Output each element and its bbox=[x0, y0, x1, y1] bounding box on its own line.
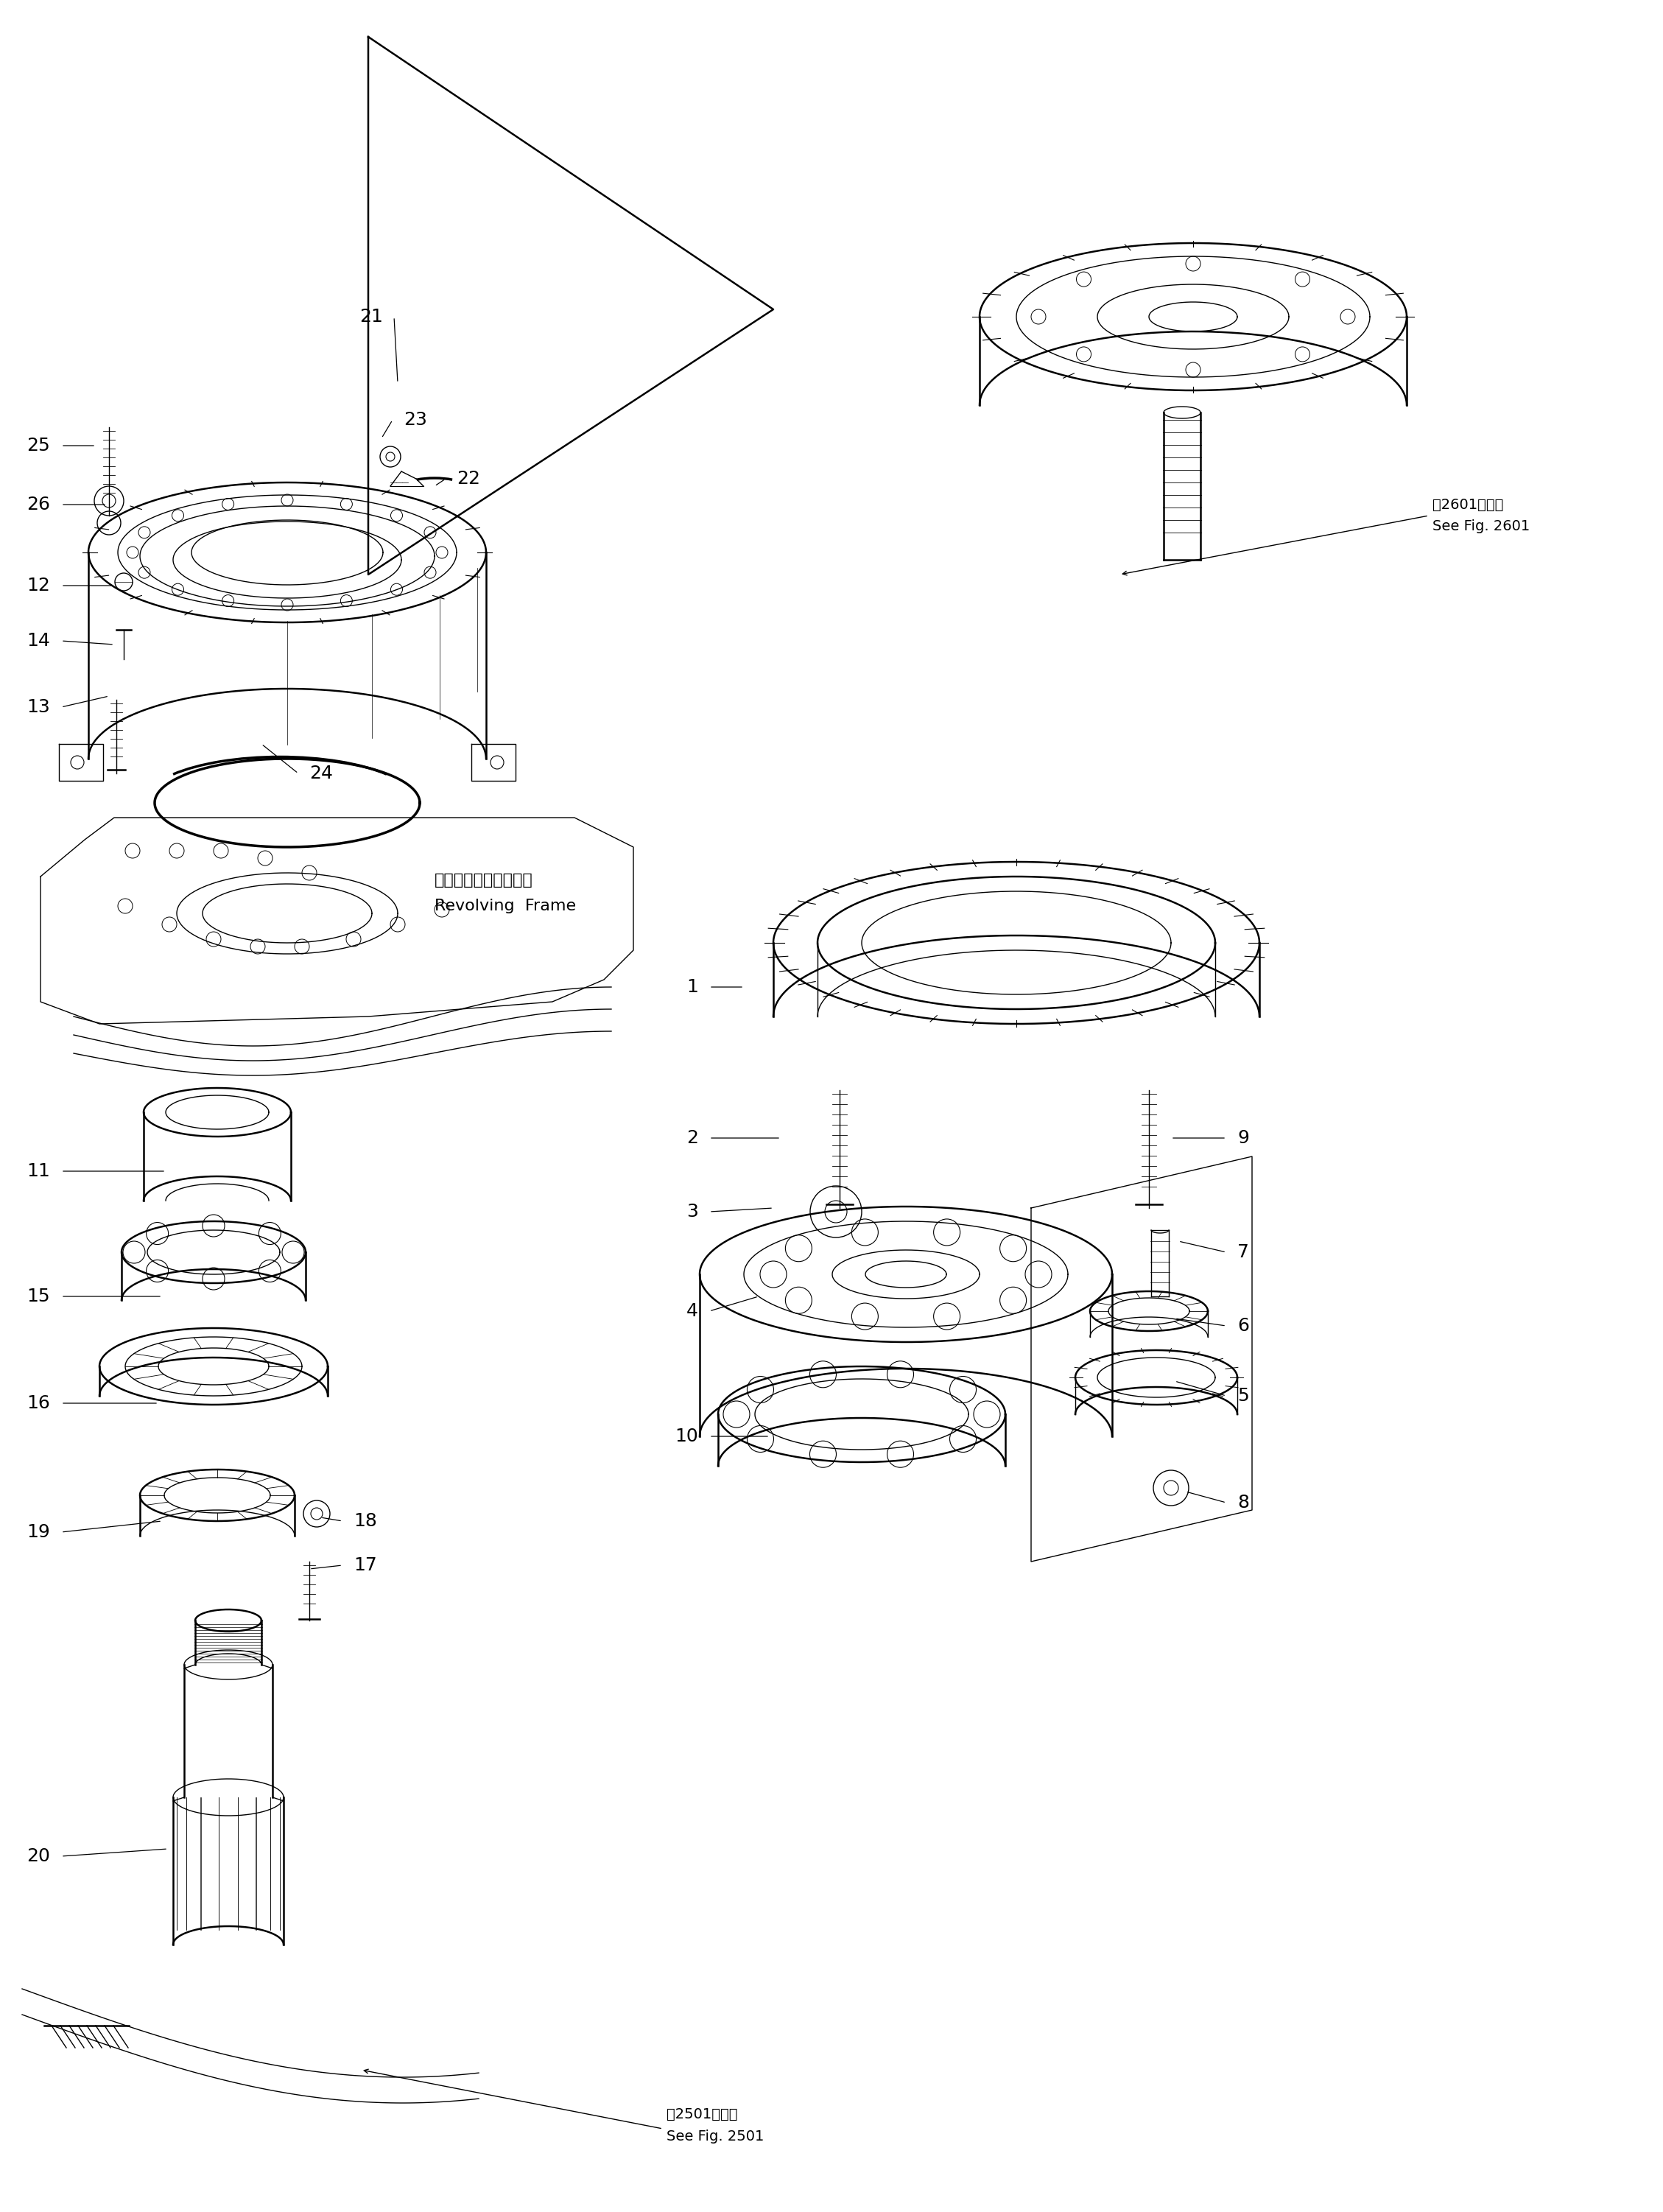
Text: 21: 21 bbox=[359, 307, 382, 325]
Text: 19: 19 bbox=[27, 1524, 50, 1542]
Text: 12: 12 bbox=[27, 577, 50, 595]
Text: 25: 25 bbox=[27, 436, 50, 453]
Text: 8: 8 bbox=[1237, 1493, 1249, 1511]
Text: 18: 18 bbox=[354, 1513, 378, 1531]
Text: 13: 13 bbox=[27, 699, 50, 717]
Text: 6: 6 bbox=[1237, 1316, 1249, 1334]
Text: See Fig. 2501: See Fig. 2501 bbox=[667, 2130, 763, 2143]
Text: 15: 15 bbox=[27, 1287, 50, 1305]
Text: 4: 4 bbox=[687, 1303, 698, 1321]
Text: 20: 20 bbox=[27, 1847, 50, 1865]
Text: 26: 26 bbox=[27, 495, 50, 513]
Text: 第2501図参照: 第2501図参照 bbox=[667, 2108, 738, 2121]
Text: レボルビングフレーム: レボルビングフレーム bbox=[434, 874, 534, 887]
Text: 2: 2 bbox=[687, 1128, 698, 1146]
Text: 11: 11 bbox=[27, 1161, 50, 1179]
Text: 1: 1 bbox=[687, 978, 698, 995]
Text: 22: 22 bbox=[457, 469, 481, 487]
Text: See Fig. 2601: See Fig. 2601 bbox=[1432, 520, 1530, 533]
Text: 9: 9 bbox=[1237, 1128, 1249, 1146]
Text: 7: 7 bbox=[1237, 1243, 1249, 1261]
Text: 14: 14 bbox=[27, 633, 50, 650]
Text: 24: 24 bbox=[309, 765, 333, 783]
Text: 16: 16 bbox=[27, 1394, 50, 1411]
Text: Revolving  Frame: Revolving Frame bbox=[434, 898, 575, 914]
Text: 3: 3 bbox=[687, 1203, 698, 1221]
Text: 23: 23 bbox=[404, 411, 427, 429]
Text: 17: 17 bbox=[354, 1557, 378, 1575]
Text: 5: 5 bbox=[1237, 1387, 1249, 1405]
Text: 第2601図参照: 第2601図参照 bbox=[1432, 498, 1503, 511]
Text: 10: 10 bbox=[675, 1427, 698, 1444]
